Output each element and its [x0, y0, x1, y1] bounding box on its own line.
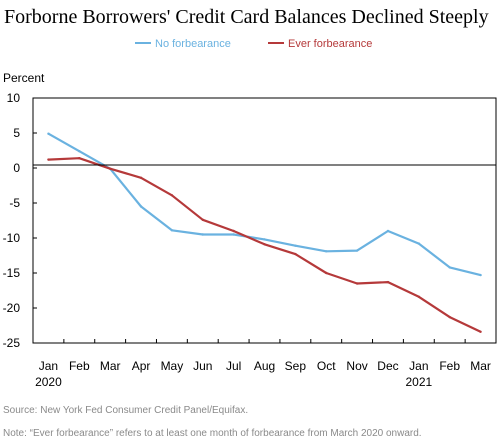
y-tick-label: -15 [3, 266, 21, 280]
x-tick-label: Feb [439, 359, 460, 373]
data-point-ever-forbearance [479, 330, 482, 333]
data-point-ever-forbearance [108, 167, 112, 170]
data-point-no-forbearance [417, 242, 421, 245]
legend-label: No forbearance [155, 38, 231, 50]
source-note: Source: New York Fed Consumer Credit Pan… [3, 405, 249, 416]
data-point-no-forbearance [47, 132, 50, 135]
legend: No forbearance Ever forbearance [135, 38, 372, 50]
data-point-no-forbearance [201, 233, 204, 236]
data-point-no-forbearance [170, 229, 174, 232]
x-tick-label: Sep [285, 359, 307, 373]
data-point-no-forbearance [139, 205, 143, 208]
x-axis: Jan Feb Mar Apr May Jun Jul Aug Sep Oct Nov Dec Jan F… [32, 339, 497, 389]
data-point-ever-forbearance [78, 157, 81, 160]
x-tick-label: Jan [409, 359, 428, 373]
legend-label: Ever forbearance [288, 38, 372, 50]
series-layer [47, 132, 482, 333]
x-tick-label: Jan [39, 359, 58, 373]
series-line-no-forbearance [47, 132, 481, 277]
data-point-ever-forbearance [355, 282, 359, 285]
y-tick-label: 0 [13, 161, 20, 175]
data-point-ever-forbearance [170, 194, 174, 197]
explanatory-note: Note: “Ever forbearance” refers to at le… [3, 428, 422, 439]
x-tick-label: Mar [100, 359, 121, 373]
y-tick-label: -20 [3, 301, 21, 315]
chart-title: Forborne Borrowers' Credit Card Balances… [4, 6, 489, 28]
y-tick-label: -5 [9, 196, 20, 210]
x-tick-label: Feb [69, 359, 90, 373]
x-tick-label: Jul [226, 359, 241, 373]
y-tick-label: -25 [3, 336, 21, 350]
data-point-no-forbearance [479, 273, 482, 277]
data-point-no-forbearance [294, 244, 297, 247]
data-point-ever-forbearance [201, 218, 204, 221]
x-year-label: 2021 [405, 375, 432, 389]
data-point-ever-forbearance [417, 295, 421, 298]
data-point-ever-forbearance [294, 252, 297, 256]
data-point-no-forbearance [325, 250, 328, 253]
x-tick-label: Dec [377, 359, 398, 373]
x-tick-label: Apr [132, 359, 151, 373]
y-tick-label: 10 [7, 91, 21, 105]
y-axis-label: Percent [3, 71, 45, 85]
data-point-ever-forbearance [263, 243, 266, 246]
x-year-label: 2020 [35, 375, 62, 389]
data-point-ever-forbearance [232, 229, 235, 233]
y-axis: 10 5 0 -5 -10 -15 -20 -25 [3, 91, 37, 350]
x-tick-label: Mar [470, 359, 491, 373]
data-point-ever-forbearance [139, 176, 143, 179]
y-tick-label: -10 [3, 231, 21, 245]
data-point-ever-forbearance [325, 271, 328, 275]
data-point-no-forbearance [232, 233, 235, 236]
data-point-no-forbearance [386, 229, 390, 233]
x-tick-label: Aug [254, 359, 275, 373]
data-point-ever-forbearance [386, 280, 390, 284]
plot-frame [32, 97, 497, 344]
line-chart: No forbearance Ever forbearance Percent 1… [3, 38, 497, 389]
x-tick-label: Jun [193, 359, 212, 373]
x-tick-label: Nov [346, 359, 367, 373]
data-point-no-forbearance [263, 238, 266, 241]
data-point-ever-forbearance [47, 158, 50, 161]
data-point-no-forbearance [355, 249, 359, 252]
y-tick-label: 5 [13, 126, 20, 140]
x-tick-label: May [161, 359, 184, 373]
data-point-no-forbearance [78, 150, 81, 153]
data-point-no-forbearance [448, 266, 451, 269]
x-tick-label: Oct [317, 359, 336, 373]
data-point-ever-forbearance [448, 315, 451, 319]
